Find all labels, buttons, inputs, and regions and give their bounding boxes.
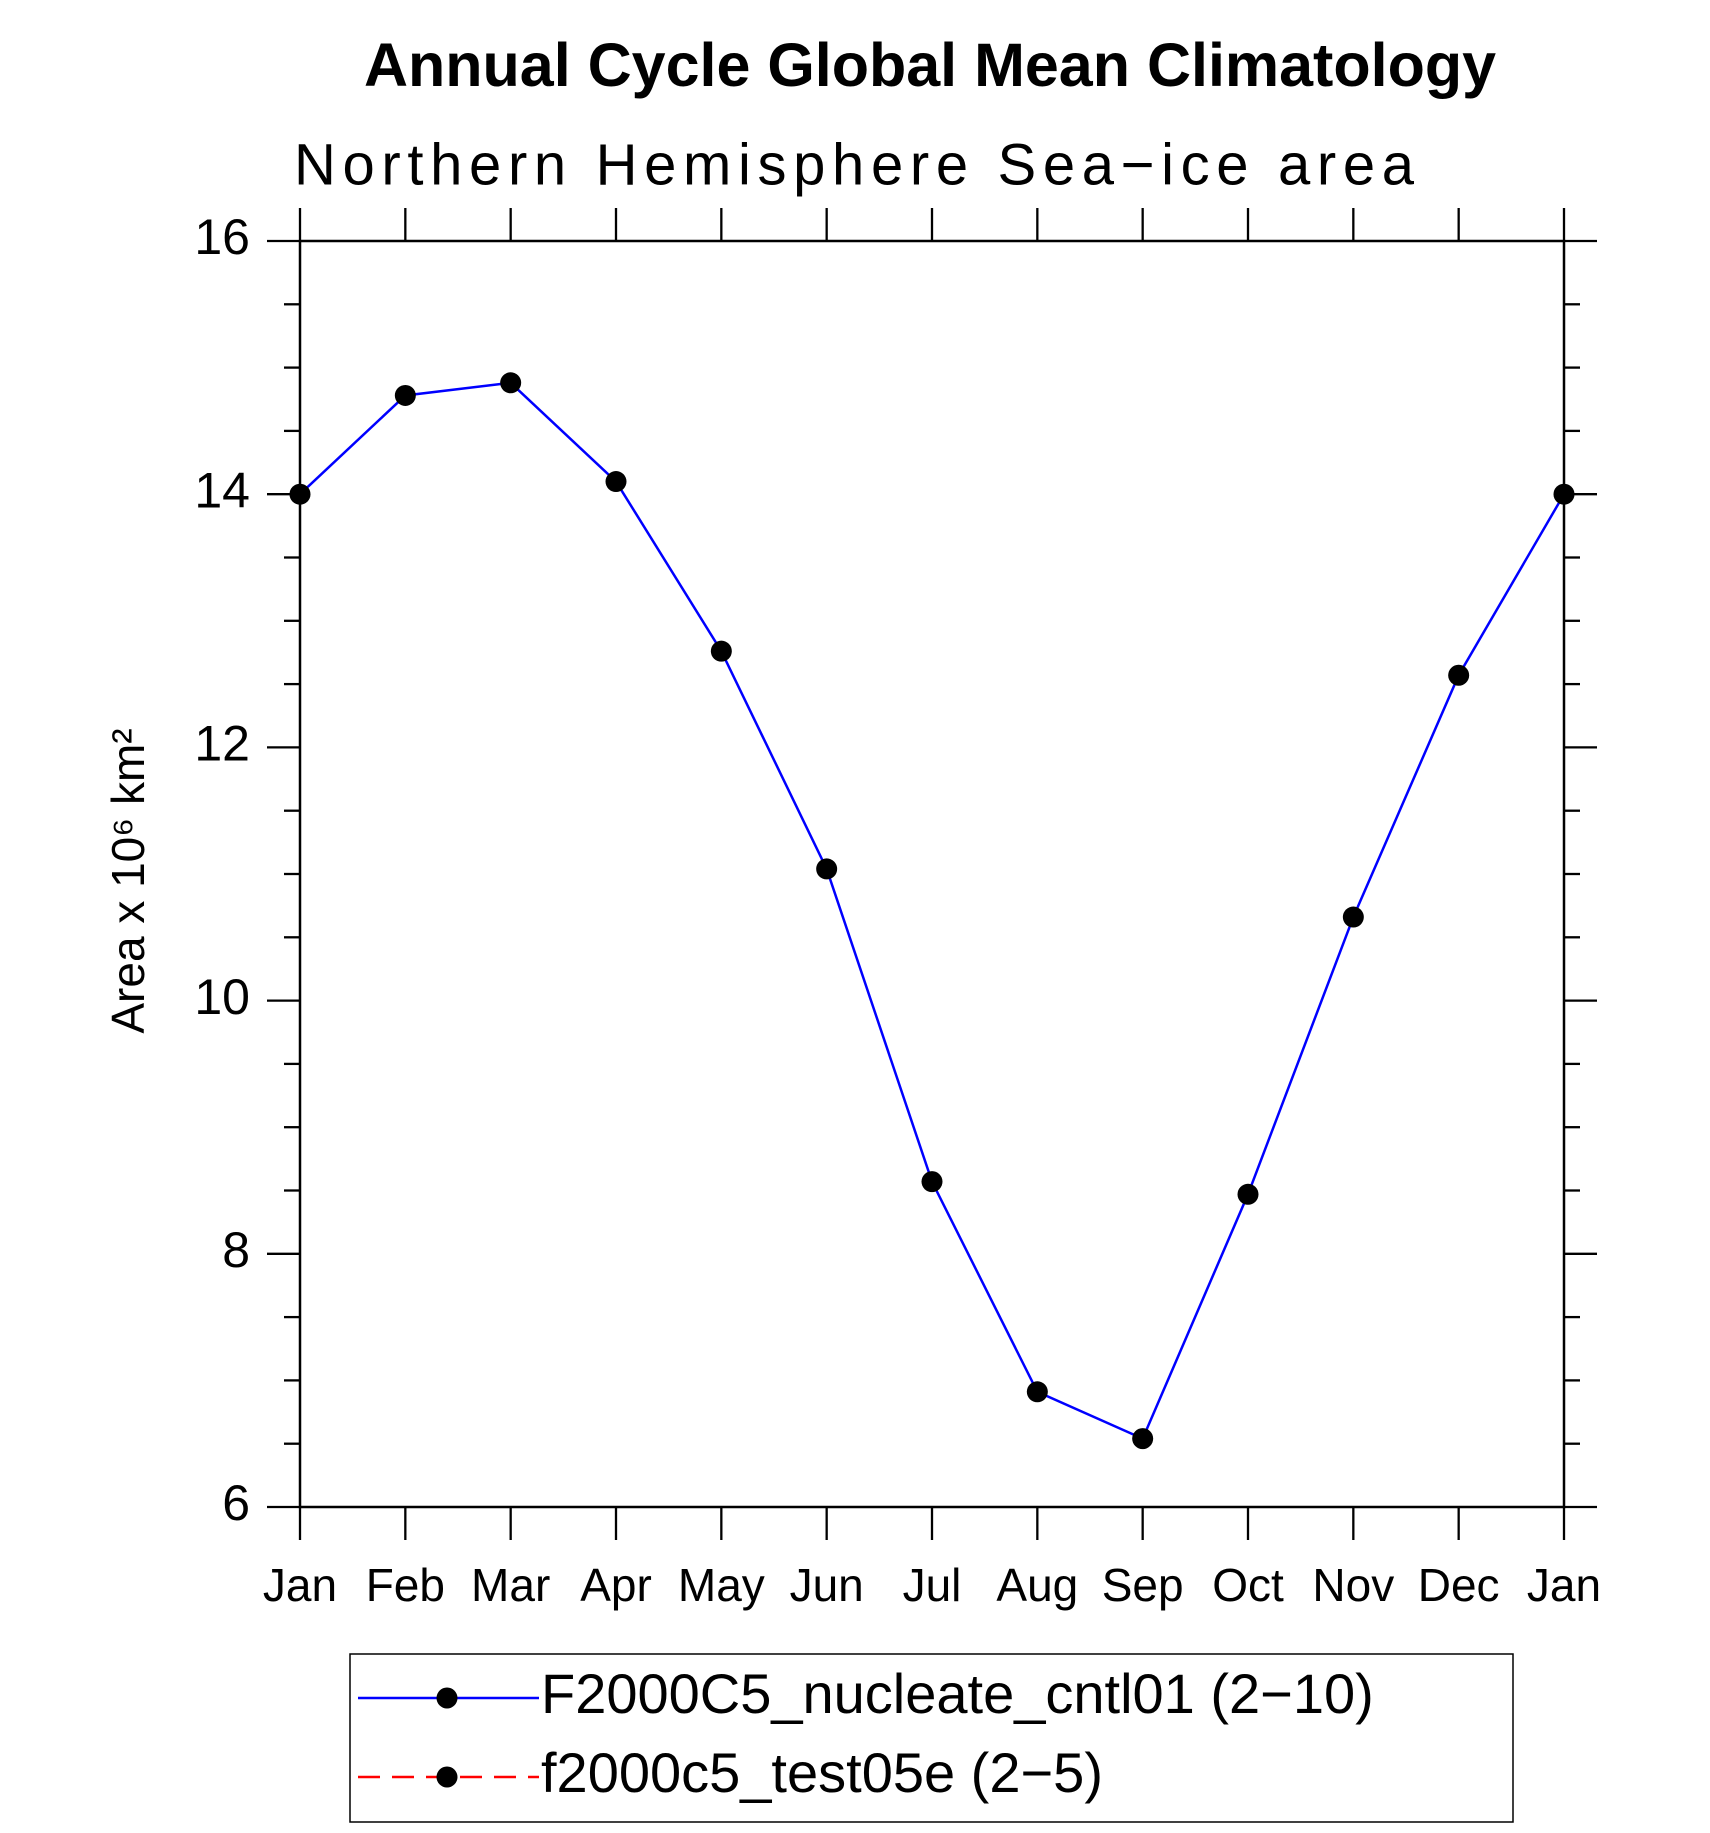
x-tick-label: Oct — [1212, 1559, 1284, 1611]
data-point — [605, 471, 627, 493]
legend-label: F2000C5_nucleate_cntl01 (2−10) — [541, 1662, 1374, 1725]
x-tick-label: May — [678, 1559, 765, 1611]
x-tick-label: Dec — [1418, 1559, 1500, 1611]
x-tick-label: Feb — [366, 1559, 445, 1611]
legend-label: f2000c5_test05e (2−5) — [541, 1741, 1103, 1804]
data-point — [1553, 483, 1575, 505]
legend-marker — [436, 1766, 458, 1788]
x-tick-label: Aug — [996, 1559, 1078, 1611]
plot-frame — [298, 239, 1566, 1509]
x-tick-label: Apr — [580, 1559, 652, 1611]
x-tick-label: Jan — [263, 1559, 337, 1611]
data-point — [1342, 906, 1364, 928]
x-tick-label: Sep — [1102, 1559, 1184, 1611]
x-tick-label: Jun — [790, 1559, 864, 1611]
y-tick-label: 12 — [194, 716, 250, 772]
data-point — [1026, 1381, 1048, 1403]
y-tick-label: 14 — [194, 462, 250, 518]
y-tick-label: 6 — [222, 1475, 250, 1531]
x-tick-label: Jan — [1527, 1559, 1601, 1611]
data-point — [816, 858, 838, 880]
x-tick-label: Nov — [1312, 1559, 1394, 1611]
data-point — [1448, 664, 1470, 686]
x-tick-label: Mar — [471, 1559, 550, 1611]
data-point — [500, 372, 522, 394]
x-tick-label: Jul — [903, 1559, 962, 1611]
data-point — [921, 1171, 943, 1193]
data-point — [289, 483, 311, 505]
data-point — [1237, 1183, 1259, 1205]
y-axis-label: Area x 10⁶ km² — [102, 728, 154, 1033]
series-line — [299, 381, 1566, 1441]
data-point — [394, 384, 416, 406]
data-point — [1132, 1428, 1154, 1450]
chart-subtitle: Northern Hemisphere Sea−ice area — [294, 132, 1415, 197]
legend-box — [349, 1653, 1514, 1823]
y-tick-label: 16 — [194, 209, 250, 265]
chart-title: Annual Cycle Global Mean Climatology — [364, 31, 1496, 99]
y-tick-label: 10 — [194, 969, 250, 1025]
y-tick-label: 8 — [222, 1222, 250, 1278]
legend-marker — [436, 1687, 458, 1709]
data-point — [710, 640, 732, 662]
